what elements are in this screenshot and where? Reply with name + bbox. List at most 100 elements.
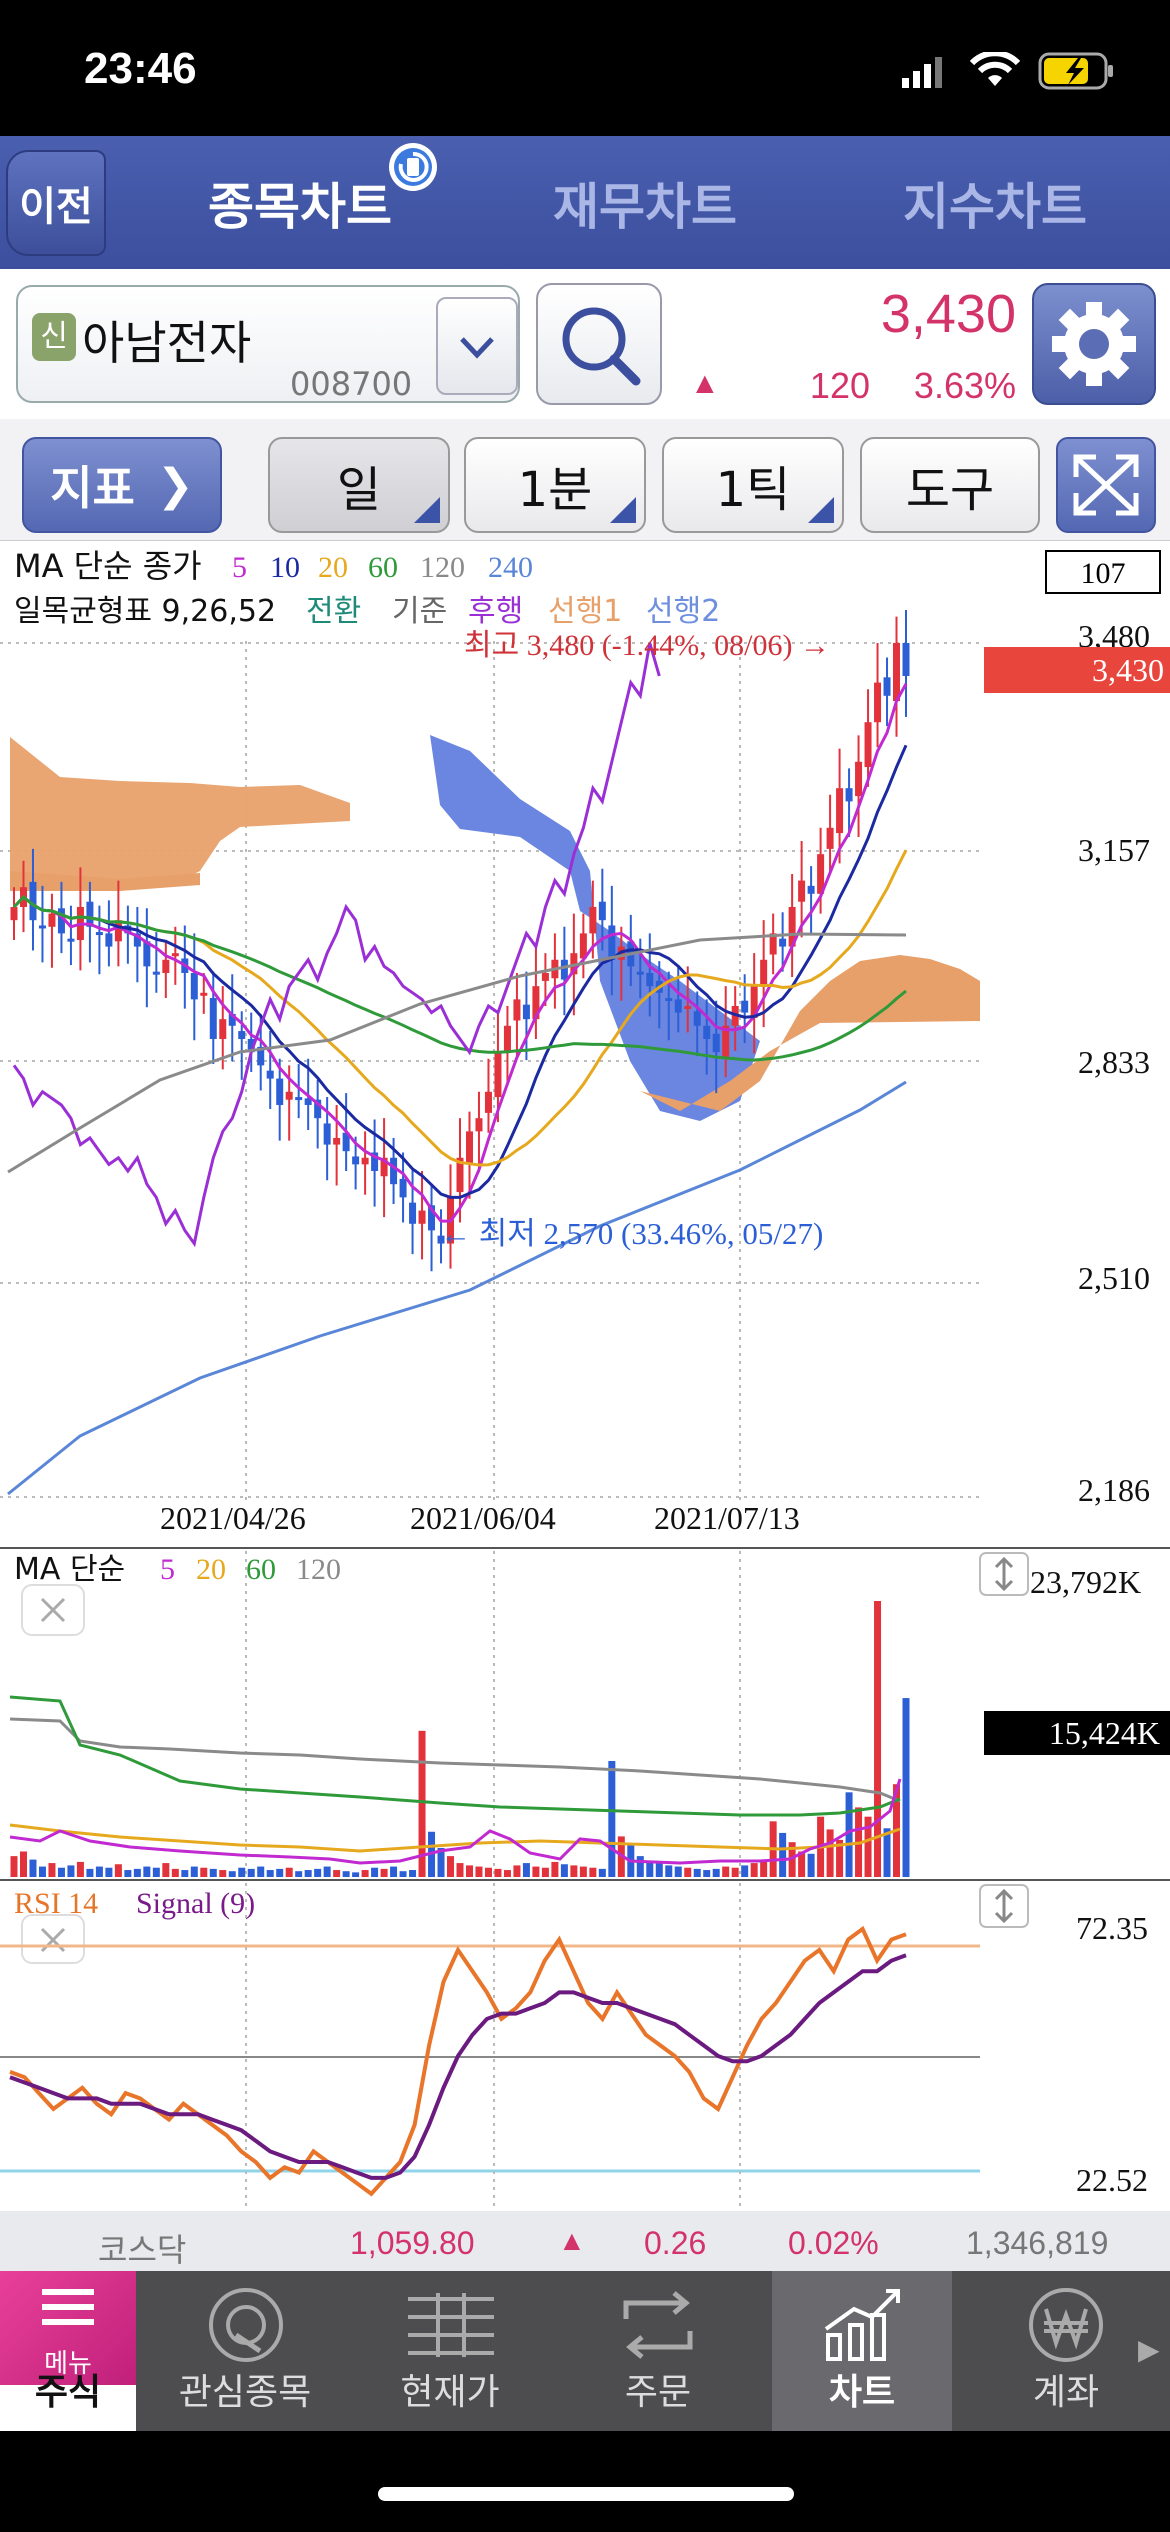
y-tick-label: 2,833 [1078,1044,1150,1080]
tab-stock-chart[interactable]: 종목차트 [208,177,392,236]
tools-button[interactable]: 도구 [860,437,1040,533]
volume-bar [181,1870,189,1877]
candle-body [152,971,160,975]
nav-watchlist[interactable]: 관심종목 [160,2271,330,2431]
candle-body [162,959,170,973]
ichimoku-base-legend: 기준 [392,594,447,629]
volume-ma-lines [9,1695,902,1865]
main-gridlines [0,641,980,1501]
tick-button[interactable]: 1틱 [662,437,844,533]
indicator-button[interactable]: 지표 ❯ [22,437,222,533]
candle-body [266,1070,274,1079]
volume-resize-icon[interactable] [979,1552,1029,1596]
zoom-box[interactable] [1045,550,1161,594]
nav-account[interactable]: 계좌 [986,2271,1146,2431]
candle-body [67,938,75,942]
vol-ma20-legend: 20 [196,1553,226,1586]
nav-order[interactable]: 주문 [578,2271,738,2431]
chart-canvas[interactable]: MA 단순 종가 5 10 20 60 120 240 일목균형표 9,26,5… [0,541,1170,2211]
candle-body [798,880,806,902]
candle-body [10,906,18,921]
candle-body [674,999,682,1013]
refresh-badge-icon[interactable] [386,140,440,194]
nav-more-arrow-icon[interactable]: ▶ [1138,2333,1160,2366]
back-button[interactable]: 이전 [6,150,106,256]
tab-financial-chart[interactable]: 재무차트 [553,177,737,236]
candle-body [712,1033,720,1053]
tab-index-chart[interactable]: 지수차트 [903,177,1087,236]
volume-y-axis: 23,792K [1030,1564,1141,1600]
minute-label: 1분 [517,462,593,518]
candle-body [522,1004,530,1020]
nav-watchlist-label: 관심종목 [178,2372,312,2413]
rsi-bottom-label: 22.52 [1076,2162,1148,2198]
volume-bar [722,1866,730,1877]
candle-body [304,1098,312,1105]
volume-bar [902,1698,910,1877]
volume-bar [380,1868,388,1877]
volume-bar [541,1867,549,1877]
settings-button[interactable] [1032,283,1156,405]
volume-bar [295,1871,303,1877]
low-annotation: ← 최저 2,570 (33.46%, 05/27) [440,1216,823,1251]
stock-header: 신 아남전자 008700 3,430 ▲ 120 3.63% [0,269,1170,419]
ma240-legend: 240 [488,551,533,584]
index-ticker[interactable]: 코스닥 1,059.80 ▲ 0.26 0.02% 1,346,819 [0,2211,1170,2271]
nav-stock[interactable]: 메뉴 주식 [0,2271,136,2431]
candle-body [285,1091,293,1100]
nav-chart[interactable]: 차트 [772,2271,952,2431]
volume-bar [465,1865,473,1877]
volume-bar [674,1866,682,1877]
candle-body [171,953,179,957]
candle-body [484,1091,492,1113]
volume-bar [57,1867,65,1877]
menu-button[interactable]: 메뉴 [0,2271,136,2385]
volume-bar [152,1867,160,1877]
candle-body [646,972,654,987]
candle-body [57,908,65,934]
volume-bar [171,1868,179,1877]
candle-body [209,998,217,1039]
nav-account-label: 계좌 [1032,2372,1100,2413]
bottom-nav: 메뉴 주식 관심종목 현재가 주문 차트 [0,2271,1170,2431]
volume-bar [333,1870,341,1877]
volume-bar [190,1866,198,1877]
main-y-axis: 3,480 3,157 2,833 2,510 2,186 [1078,618,1150,1508]
candle-body [532,986,540,1020]
rsi-resize-icon[interactable] [979,1884,1029,1928]
status-bar: 23:46 [0,0,1170,136]
volume-bar [371,1867,379,1877]
candle-body [855,761,863,797]
stock-dropdown-button[interactable] [436,297,518,395]
nav-current-price[interactable]: 현재가 [370,2271,530,2431]
stock-selector[interactable]: 신 아남전자 008700 [16,285,520,403]
volume-bar [352,1872,360,1877]
minute-button[interactable]: 1분 [464,437,646,533]
ichimoku-lagging-line [12,642,661,1248]
search-button[interactable] [536,283,662,405]
candle-body [665,998,673,1002]
volume-bar [712,1868,720,1877]
volume-gridlines [245,1551,741,1877]
rsi-close-icon[interactable] [21,1914,85,1964]
volume-close-icon[interactable] [21,1584,85,1636]
volume-bar [105,1867,113,1877]
nav-stock-label: 주식 [34,2372,102,2413]
x-tick-label: 2021/04/26 [160,1500,306,1536]
candle-body [228,1013,236,1026]
candle-body [494,1052,502,1098]
volume-bar [494,1868,502,1877]
volume-bar [447,1856,455,1877]
volume-bar [437,1847,445,1877]
vol-ma5-legend: 5 [160,1553,175,1586]
chart-area[interactable]: MA 단순 종가 5 10 20 60 120 240 일목균형표 9,26,5… [0,541,1170,2211]
volume-bar [836,1839,844,1877]
volume-bar [76,1861,84,1877]
period-day-button[interactable]: 일 [268,437,450,533]
fullscreen-button[interactable] [1056,437,1156,533]
candle-body [864,722,872,768]
volume-bar [456,1863,464,1877]
candle-body [883,677,891,696]
home-indicator[interactable] [378,2487,794,2501]
candle-body [760,959,768,987]
